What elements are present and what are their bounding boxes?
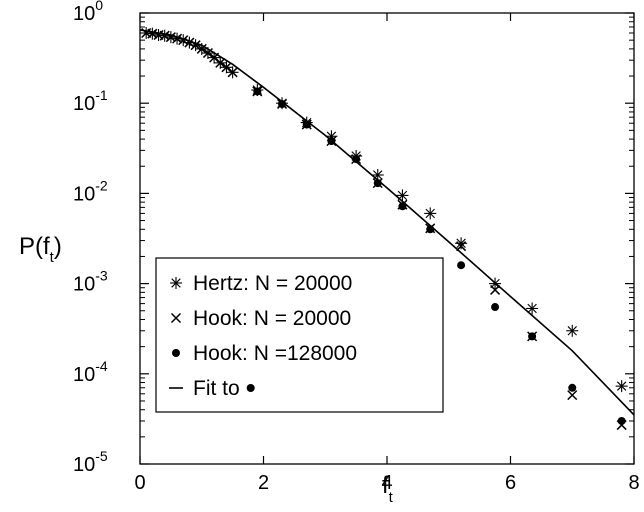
data-point-x	[178, 35, 189, 46]
legend-label: Fit to	[193, 377, 240, 400]
x-tick-labels: 0 2 4 6 8	[134, 472, 639, 494]
data-point-x	[159, 30, 170, 41]
data-point-dot	[491, 303, 500, 312]
y-tick-label: 100	[73, 0, 103, 25]
legend-label: Hook: N =128000	[193, 342, 357, 365]
data-point-x	[221, 62, 232, 73]
data-point-asterisk	[489, 277, 502, 290]
data-point-x	[190, 40, 201, 51]
data-point-x	[172, 33, 183, 44]
data-point-dot	[528, 332, 537, 341]
data-point-x	[490, 284, 501, 295]
x-axis-title: ft	[382, 472, 394, 506]
data-point-x	[147, 28, 158, 39]
legend-label: Hertz: N = 20000	[193, 272, 352, 295]
data-point-asterisk	[455, 237, 468, 250]
y-tick-label: 10-2	[73, 177, 108, 205]
data-point-dot	[617, 416, 626, 425]
legend-marker-dot	[172, 349, 180, 357]
data-point-dot	[302, 120, 311, 129]
y-tick-labels: 100 10-1 10-2 10-3 10-4 10-5	[73, 0, 108, 476]
y-tick-label: 10-5	[73, 448, 108, 476]
y-axis-title: P(ft)	[19, 233, 62, 266]
data-point-x	[215, 57, 226, 68]
data-point-dot	[278, 99, 287, 108]
y-tick-label: 10-4	[73, 358, 108, 386]
points-layer	[140, 27, 628, 431]
data-point-asterisk	[396, 189, 409, 202]
x-tick-label: 6	[505, 472, 516, 494]
y-tick-label: 10-3	[73, 268, 108, 296]
data-point-asterisk	[424, 207, 437, 220]
x-tick-label: 8	[628, 472, 639, 494]
data-point-dot	[426, 225, 435, 234]
data-point-dot	[327, 137, 336, 146]
data-point-dot	[373, 179, 382, 188]
legend-label: Hook: N = 20000	[193, 307, 351, 330]
y-tick-label: 10-1	[73, 87, 108, 115]
data-point-asterisk	[566, 324, 579, 337]
legend-fit-dot	[246, 384, 255, 392]
x-tick-label: 2	[258, 472, 269, 494]
x-tick-label: 4	[381, 472, 392, 494]
data-point-dot	[398, 202, 407, 211]
data-point-x	[202, 47, 213, 59]
data-point-x	[227, 67, 238, 78]
plot-frame	[139, 12, 635, 465]
data-point-x	[184, 37, 195, 48]
legend: Hertz: N = 20000 Hook: N = 20000 Hook: N =…	[155, 257, 444, 413]
legend-marker-x	[170, 312, 182, 324]
legend-marker-asterisk	[170, 277, 182, 289]
legend-box	[155, 257, 444, 413]
data-point-x	[567, 390, 578, 401]
x-tick-label: 0	[134, 472, 145, 494]
data-point-x	[196, 43, 207, 54]
data-point-x	[456, 241, 467, 252]
data-point-x	[165, 32, 176, 43]
data-point-dot	[568, 383, 577, 392]
data-point-dot	[457, 261, 466, 270]
data-point-asterisk	[526, 302, 539, 315]
data-point-asterisk	[615, 380, 628, 393]
data-point-asterisk	[371, 168, 384, 181]
data-point-dot	[352, 155, 361, 164]
data-point-dot	[253, 87, 262, 96]
